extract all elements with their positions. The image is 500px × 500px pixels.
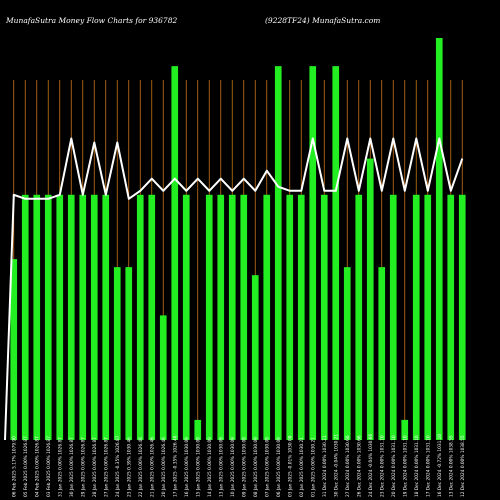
x-tick-label: 24 Dec 2024 -0.04% 1030.66 [368, 434, 374, 497]
bar [79, 194, 87, 440]
bar [102, 194, 110, 440]
x-tick-label: 31 Dec 2024 0.00% 1030.21 [322, 435, 328, 497]
x-tick-label: 28 Jan 2025 0.00% 1026.87 [92, 437, 98, 497]
bars [10, 38, 466, 440]
x-tick-label: 21 Jan 2025 0.00% 1026.46 [149, 437, 155, 497]
bar [205, 194, 213, 440]
x-tick-label: 02 Jan 2025 0.00% 1030.21 [299, 437, 305, 497]
x-tick-label: 14 Jan 2025 0.00% 1030.09 [207, 437, 213, 497]
bar [56, 194, 64, 440]
bar [44, 194, 52, 440]
bar [401, 419, 409, 440]
x-tick-label: 20 Jan 2025 0.00% 1026.46 [161, 437, 167, 497]
bar [389, 194, 397, 440]
bar [33, 194, 41, 440]
bar [217, 194, 225, 440]
x-tick-label: 29 Jan 2025 0.00% 1026.87 [80, 437, 86, 497]
bar [366, 158, 374, 440]
x-tick-label: 17 Dec 2024 0.00% 1031.10 [425, 435, 431, 497]
chart-title-right: (9228TF24) MunafaSutra.com [265, 16, 381, 25]
bar [148, 194, 156, 440]
x-tick-label: 13 Jan 2025 0.00% 1030.09 [218, 437, 224, 497]
x-tick-label: 07 Jan 2025 0.00% 1030.09 [264, 437, 270, 497]
money-flow-line-path [4, 137, 464, 441]
bar [113, 267, 121, 440]
bar [159, 315, 167, 440]
bar [435, 38, 443, 440]
x-tick-labels: 06 Feb 2025 5.17% 1079.90 05 Feb 2025 0.0… [11, 434, 466, 497]
bar [424, 194, 432, 440]
x-tick-label: 17 Jan 2025 -0.35% 1026.46 [172, 435, 178, 497]
x-tick-label: 19 Dec 2024 0.00% 1031.10 [402, 435, 408, 497]
x-tick-label: 06 Jan 2025 0.00% 1030.09 [276, 437, 282, 497]
x-tick-label: 24 Jan 2025 -0.35% 1026.87 [115, 435, 121, 497]
x-tick-label: 18 Dec 2024 0.00% 1031.10 [414, 435, 420, 497]
bar [21, 194, 29, 440]
x-tick-label: 08 Jan 2025 0.00% 1030.09 [253, 437, 259, 497]
x-tick-label: 22 Jan 2025 0.00% 1026.46 [138, 437, 144, 497]
bar [228, 194, 236, 440]
x-tick-label: 01 Jan 2025 0.00% 1030.21 [310, 437, 316, 497]
bar [320, 194, 328, 440]
bar [378, 267, 386, 440]
bar [309, 66, 317, 440]
x-tick-label: 10 Jan 2025 0.00% 1030.09 [230, 437, 236, 497]
bar [447, 194, 455, 440]
bar [332, 66, 340, 440]
bar [182, 194, 190, 440]
x-tick-label: 09 Jan 2025 0.00% 1030.09 [241, 437, 247, 497]
bar [297, 194, 305, 440]
x-tick-label: 23 Jan 2025 0.39% 1030.46 [126, 437, 132, 497]
bar [458, 194, 466, 440]
x-tick-label: 20 Dec 2024 0.00% 1031.10 [391, 435, 397, 497]
x-tick-label: 03 Jan 2025 -0.01% 1030.09 [287, 435, 293, 497]
bar [90, 194, 98, 440]
x-tick-label: 13 Dec 2024 0.00% 1038.55 [448, 435, 454, 497]
x-tick-label: 27 Dec 2024 0.00% 1030.66 [345, 435, 351, 497]
bar [136, 194, 144, 440]
bar [263, 194, 271, 440]
x-tick-label: 31 Jan 2025 0.00% 1026.87 [57, 437, 63, 497]
x-tick-label: 12 Dec 2024 0.00% 1038.55 [460, 435, 466, 497]
x-tick-label: 15 Jan 2025 0.00% 1030.09 [195, 437, 201, 497]
bar [286, 194, 294, 440]
bar [251, 275, 259, 440]
x-tick-label: 03 Feb 2025 0.00% 1026.87 [46, 436, 52, 497]
x-tick-label: 27 Jan 2025 0.00% 1026.87 [103, 437, 109, 497]
bar [194, 419, 202, 440]
bar [412, 194, 420, 440]
chart-title-left: MunafaSutra Money Flow Charts for 936782 [6, 16, 178, 25]
x-tick-label: 30 Dec 2024 -0.04% 1030.21 [333, 434, 339, 497]
bar [67, 194, 75, 440]
bar [343, 267, 351, 440]
x-tick-label: 05 Feb 2025 0.00% 1026.87 [23, 436, 29, 497]
x-tick-label: 06 Feb 2025 5.17% 1079.90 [11, 436, 17, 497]
bar [10, 259, 18, 440]
bar [274, 66, 282, 440]
x-tick-label: 30 Jan 2025 0.00% 1026.87 [69, 437, 75, 497]
x-tick-label: 16 Dec 2024 -0.72% 1031.10 [437, 434, 443, 497]
x-tick-label: 26 Dec 2024 0.00% 1030.66 [356, 435, 362, 497]
x-tick-label: 16 Jan 2025 0.00% 1030.09 [184, 437, 190, 497]
bar [240, 194, 248, 440]
money-flow-line [4, 137, 464, 441]
x-tick-label: 23 Dec 2024 0.00% 1031.10 [379, 435, 385, 497]
bar [125, 267, 133, 440]
x-tick-label: 04 Feb 2025 0.00% 1026.87 [34, 436, 40, 497]
bar [171, 66, 179, 440]
bar [355, 194, 363, 440]
